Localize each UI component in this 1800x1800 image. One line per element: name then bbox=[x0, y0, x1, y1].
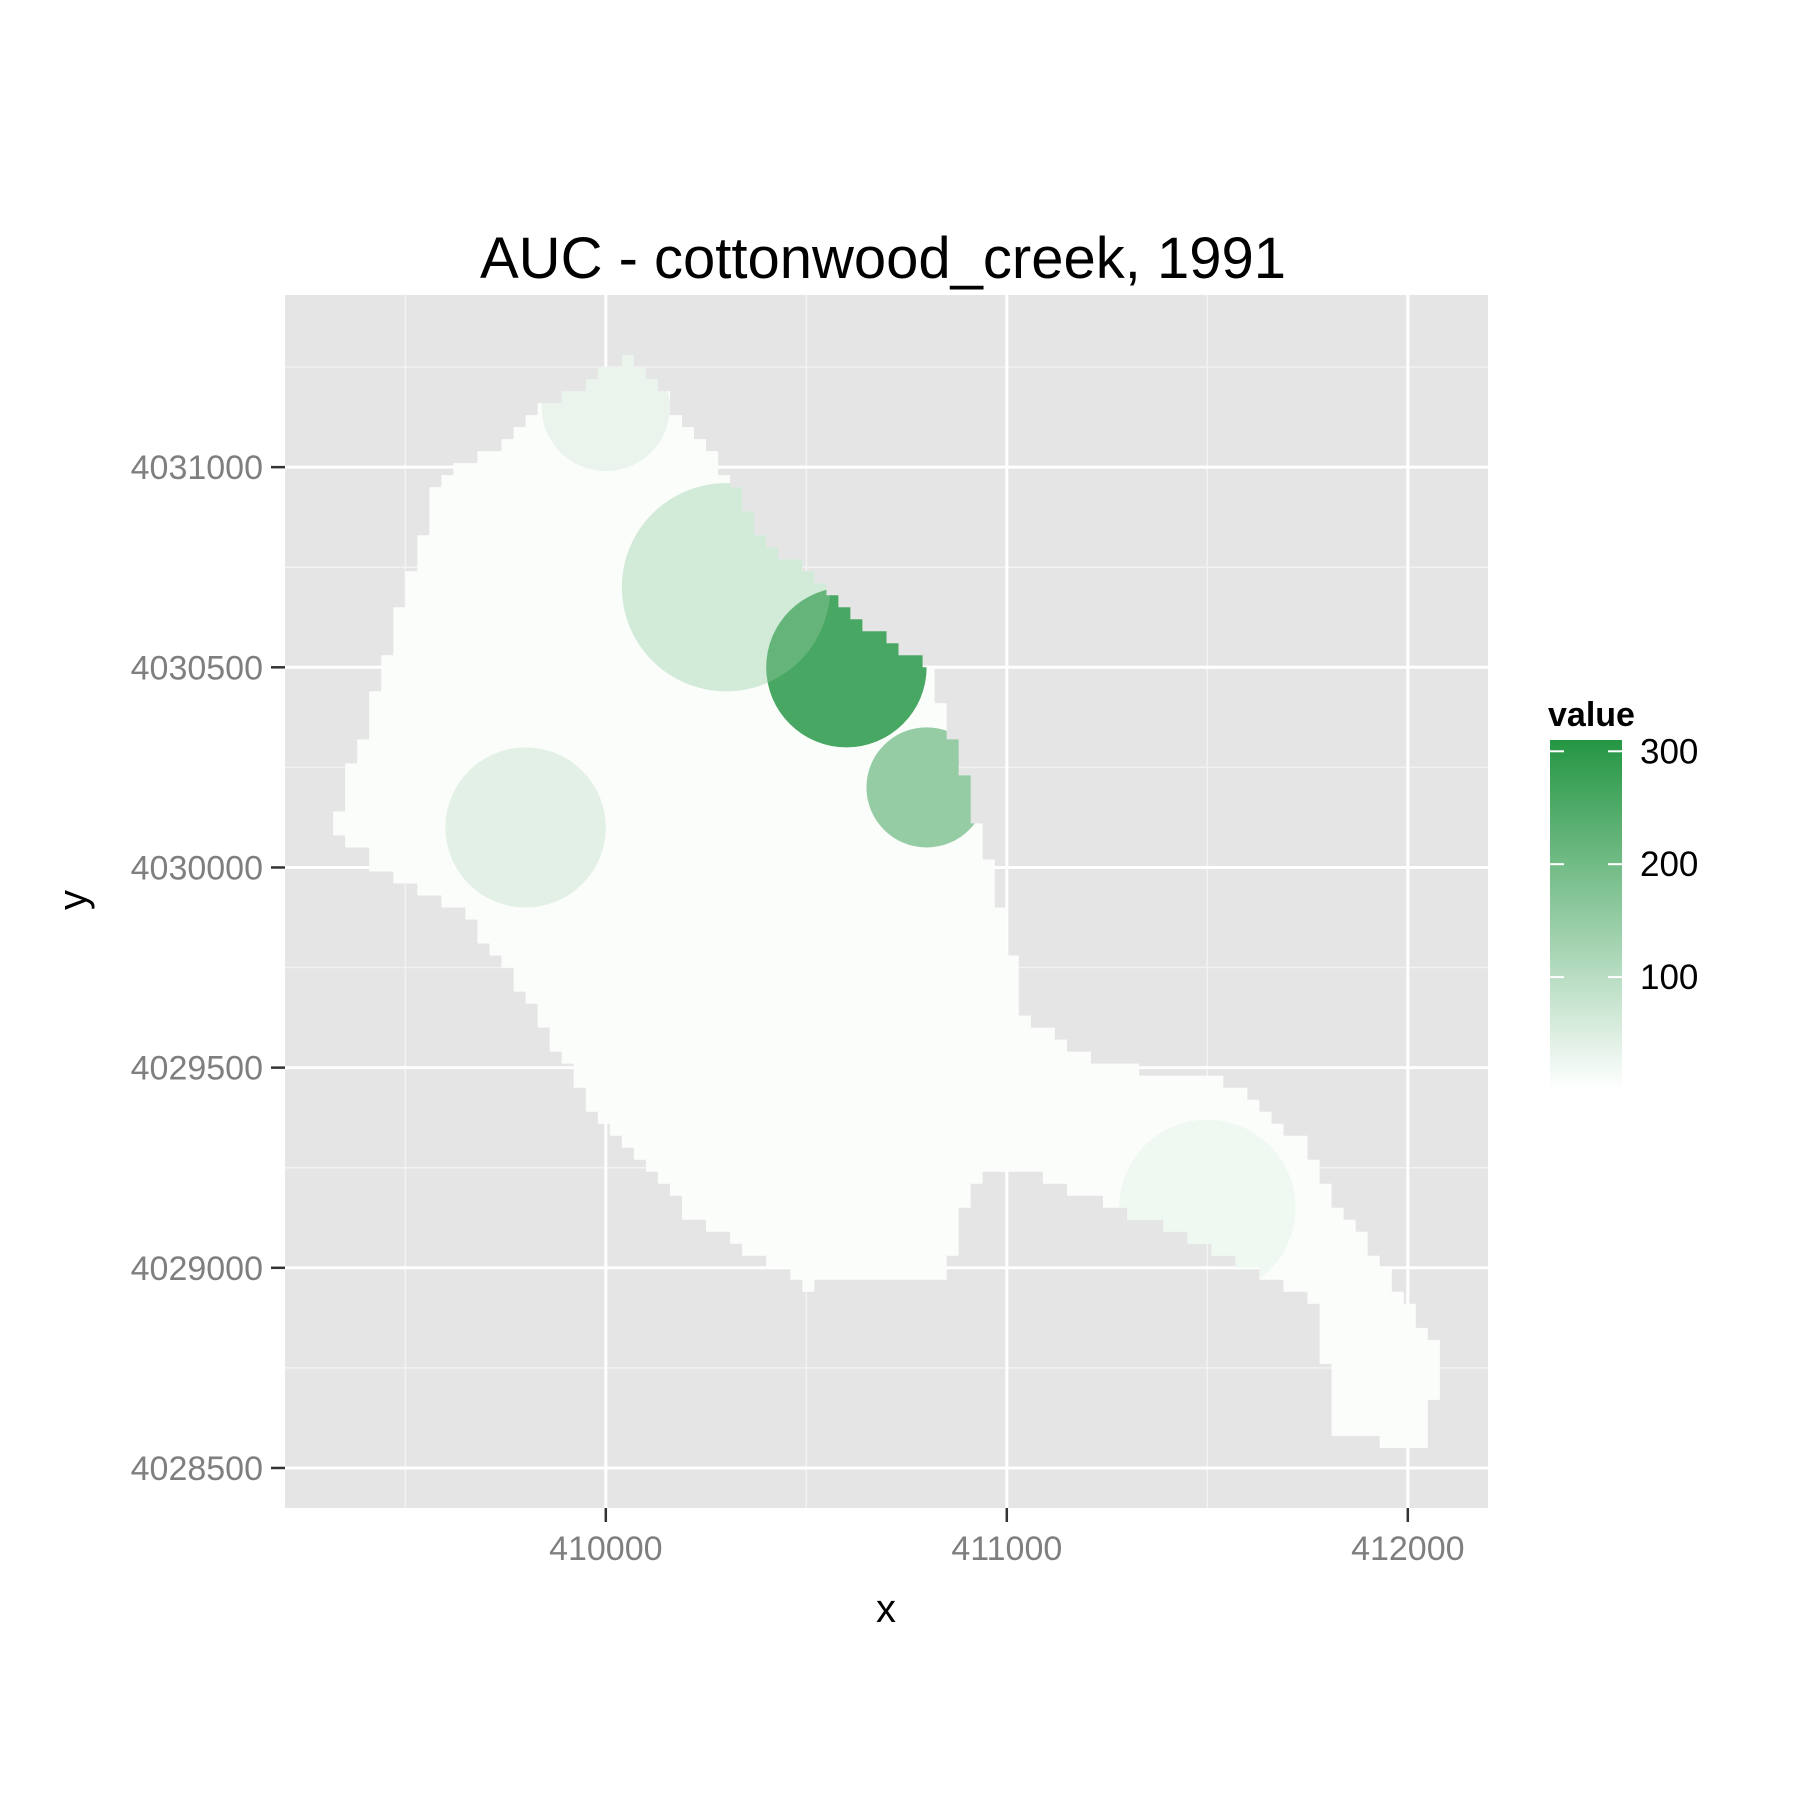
x-tick-label-1: 411000 bbox=[951, 1530, 1062, 1568]
y-tick-label-0: 4028500 bbox=[131, 1450, 263, 1488]
x-axis: 410000 411000 412000 bbox=[549, 1508, 1465, 1568]
legend-title: value bbox=[1548, 696, 1635, 734]
y-axis: 4028500 4029000 4029500 4030000 4030500 40310… bbox=[131, 449, 285, 1488]
x-tick-label-2: 412000 bbox=[1351, 1530, 1464, 1568]
hotspot-1 bbox=[866, 727, 987, 848]
legend-label-0: 100 bbox=[1640, 958, 1698, 997]
x-tick-label-0: 410000 bbox=[549, 1530, 662, 1568]
legend-ticks: 100 200 300 bbox=[1550, 732, 1698, 997]
legend: value 100 200 300 bbox=[1548, 696, 1698, 1090]
legend-label-2: 300 bbox=[1640, 732, 1698, 771]
y-tick-label-4: 4030500 bbox=[131, 649, 263, 687]
chart-title: AUC - cottonwood_creek, 1991 bbox=[480, 226, 1286, 291]
region-fill bbox=[333, 355, 1440, 1448]
x-axis-title: x bbox=[876, 1587, 896, 1631]
y-axis-title: y bbox=[51, 890, 95, 910]
y-tick-label-2: 4029500 bbox=[131, 1050, 263, 1088]
hotspot-3 bbox=[445, 747, 606, 908]
legend-label-1: 200 bbox=[1640, 845, 1698, 884]
y-tick-label-5: 4031000 bbox=[131, 449, 263, 487]
legend-colorbar bbox=[1550, 740, 1622, 1090]
y-tick-label-1: 4029000 bbox=[131, 1250, 263, 1288]
y-tick-label-3: 4030000 bbox=[131, 849, 263, 887]
